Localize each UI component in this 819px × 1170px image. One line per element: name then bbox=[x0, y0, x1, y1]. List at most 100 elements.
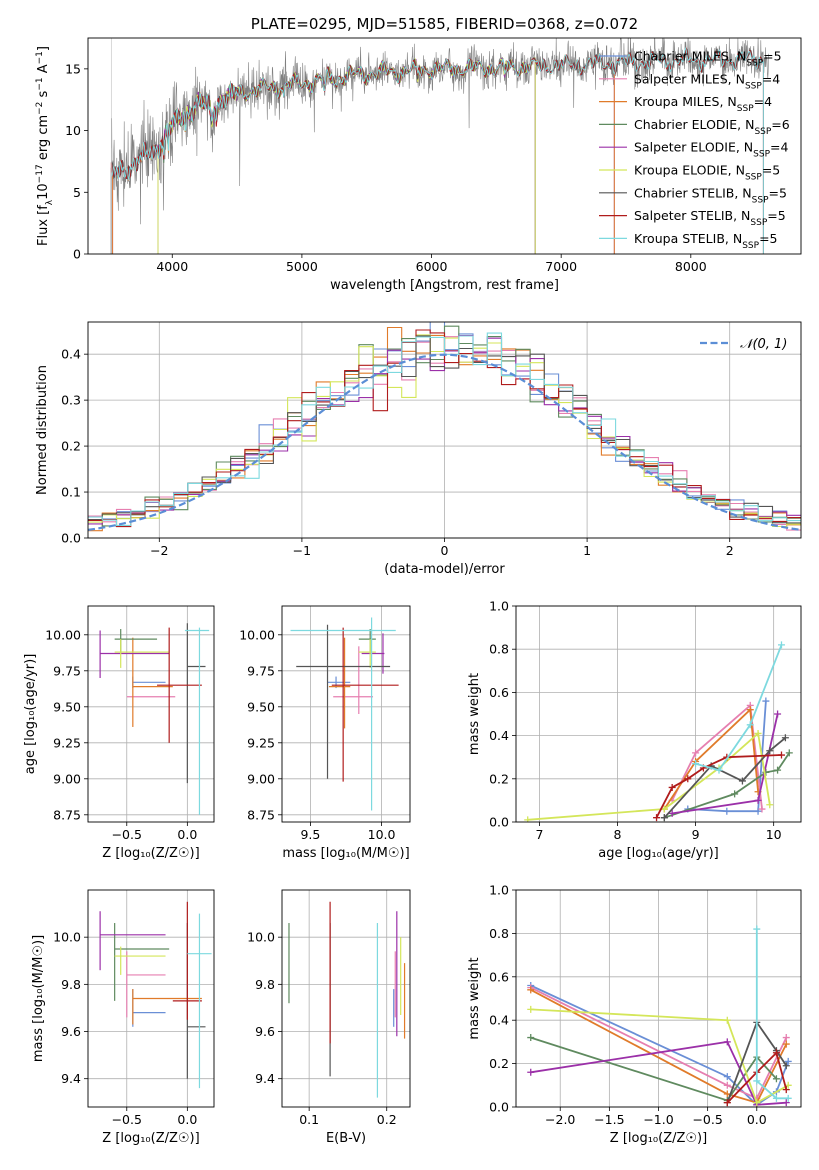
x-tick-label: 4000 bbox=[156, 259, 188, 274]
x-tick-label: 10.0 bbox=[368, 827, 396, 842]
plot-area bbox=[110, 38, 769, 254]
data-point-marker bbox=[777, 641, 785, 649]
legend-sub: SSP bbox=[742, 241, 759, 251]
panel-age-vs-Z: −0.5 0.0 8.75 9.00 9.25 9.50 9.75 10.00 Z [log₁₀… bbox=[23, 605, 215, 861]
panel-spectrum: 4000 5000 6000 7000 8000 0 5 10 15 wavelength [An… bbox=[35, 37, 802, 293]
y-tick-label: 0.4 bbox=[489, 728, 509, 743]
data-point-marker bbox=[653, 814, 661, 822]
y-tick-label: 0.2 bbox=[489, 1056, 509, 1071]
x-tick-label: 9 bbox=[692, 827, 700, 842]
data-point-marker bbox=[766, 801, 774, 809]
data-point-marker bbox=[777, 751, 785, 759]
y-label-part: −1 bbox=[35, 51, 45, 64]
y-tick-label: 10 bbox=[65, 123, 81, 138]
data-point-marker bbox=[723, 1099, 731, 1107]
x-tick-label: −1.0 bbox=[643, 1112, 673, 1127]
plot-area bbox=[88, 322, 801, 532]
data-point-marker bbox=[772, 1094, 780, 1102]
x-tick-label: 0.1 bbox=[299, 1112, 319, 1127]
legend-nssp: =5 bbox=[759, 231, 777, 246]
x-tick-label: 1 bbox=[583, 543, 591, 558]
plot-area bbox=[99, 901, 212, 1089]
legend-name: Kroupa ELODIE, N bbox=[634, 163, 745, 178]
panel-mass-vs-Z: −0.5 0.0 9.4 9.6 9.8 10.0 Z [log₁₀(Z/Z☉)] mass … bbox=[31, 889, 215, 1146]
panel-residuals: −2 −1 0 1 2 0.0 0.1 0.2 0.3 0.4 (data-model)/error… bbox=[35, 321, 802, 577]
axes-frame bbox=[515, 889, 802, 1108]
data-point-marker bbox=[692, 749, 700, 757]
y-tick-label: 9.8 bbox=[255, 977, 275, 992]
residual-histogram-kroupa-stelib bbox=[88, 332, 801, 526]
data-point-marker bbox=[782, 1099, 790, 1107]
y-label-part: erg cm bbox=[36, 115, 51, 164]
x-tick-label: 0.0 bbox=[177, 1112, 197, 1127]
legend-entry: Salpeter MILES, NSSP=4 bbox=[634, 71, 780, 91]
y-tick-label: 9.50 bbox=[247, 699, 275, 714]
y-label-part: s bbox=[36, 90, 51, 101]
y-tick-label: 0.1 bbox=[61, 485, 81, 500]
data-point-marker bbox=[782, 1034, 790, 1042]
panel-age-vs-mass: 9.5 10.0 8.75 9.00 9.25 9.50 9.75 10.00 mass [lo… bbox=[239, 605, 411, 861]
data-point-marker bbox=[782, 1062, 790, 1070]
y-tick-label: 9.25 bbox=[53, 735, 81, 750]
data-point-marker bbox=[746, 721, 754, 729]
x-tick-label: 2 bbox=[726, 543, 734, 558]
y-tick-label: 0.6 bbox=[489, 685, 509, 700]
x-axis-label: Z [log₁₀(Z/Z☉)] bbox=[102, 846, 199, 861]
legend-entry: Chabrier MILES, NSSP=5 bbox=[634, 49, 782, 69]
data-point-marker bbox=[692, 760, 700, 768]
x-tick-label: 8000 bbox=[675, 259, 707, 274]
legend-sub: SSP bbox=[752, 195, 769, 205]
legend-entry: 𝒩(0, 1) bbox=[740, 337, 787, 352]
data-point-marker bbox=[772, 1049, 780, 1057]
y-tick-label: 0 bbox=[73, 247, 81, 262]
y-label-part: 10 bbox=[36, 183, 51, 200]
weight-line-chabrier-elodie bbox=[530, 1036, 778, 1102]
x-tick-label: −1.5 bbox=[594, 1112, 624, 1127]
data-point-marker bbox=[746, 706, 754, 714]
legend-nssp: =5 bbox=[769, 185, 787, 200]
axes-frame bbox=[87, 321, 802, 539]
weight-line-salpeter-miles bbox=[671, 703, 763, 810]
data-point-marker bbox=[527, 1068, 535, 1076]
weight-line-chabrier-stelib bbox=[726, 1020, 788, 1104]
data-point-marker bbox=[762, 697, 770, 705]
y-axis-label: mass weight bbox=[467, 673, 482, 755]
data-point-marker bbox=[738, 777, 746, 785]
legend-nssp: =5 bbox=[762, 163, 780, 178]
y-tick-label: 9.6 bbox=[61, 1024, 81, 1039]
data-point-marker bbox=[527, 1005, 535, 1013]
y-tick-label: 9.8 bbox=[61, 977, 81, 992]
weight-line-salpeter-stelib bbox=[726, 1051, 788, 1104]
y-tick-label: 9.00 bbox=[53, 771, 81, 786]
x-tick-label: 7 bbox=[535, 827, 543, 842]
data-point-marker bbox=[784, 1094, 792, 1102]
y-label-part: −1 bbox=[35, 77, 45, 90]
y-tick-label: 10.0 bbox=[53, 930, 81, 945]
y-tick-label: 9.75 bbox=[53, 663, 81, 678]
legend-nssp: =5 bbox=[767, 208, 785, 223]
legend-entry: Salpeter STELIB, NSSP=5 bbox=[634, 208, 786, 228]
y-tick-label: 0.4 bbox=[489, 1013, 509, 1028]
legend-nssp: =4 bbox=[762, 71, 780, 86]
x-axis-label: Z [log₁₀(Z/Z☉)] bbox=[102, 1131, 199, 1146]
legend-name: Salpeter ELODIE, N bbox=[634, 140, 753, 155]
y-label-part: λ bbox=[45, 199, 55, 205]
y-tick-label: 0.0 bbox=[489, 1100, 509, 1115]
data-point-marker bbox=[660, 805, 668, 813]
x-axis-label: age [log₁₀(age/yr)] bbox=[598, 846, 719, 861]
x-tick-label: 6000 bbox=[416, 259, 448, 274]
data-point-marker bbox=[758, 805, 766, 813]
observed-spectrum bbox=[111, 38, 769, 225]
data-point-marker bbox=[784, 1057, 792, 1065]
y-label-part: −2 bbox=[35, 102, 45, 115]
x-tick-label: 8 bbox=[614, 827, 622, 842]
data-point-marker bbox=[753, 925, 761, 933]
y-axis-label: age [log₁₀(age/yr)] bbox=[23, 654, 38, 775]
x-axis-label: Z [log₁₀(Z/Z☉)] bbox=[610, 1131, 707, 1146]
panel-mass-vs-ebv: 0.1 0.2 9.4 9.6 9.8 10.0 E(B-V) bbox=[247, 889, 411, 1146]
gaussian-curve bbox=[88, 353, 801, 531]
data-point-marker bbox=[723, 1016, 731, 1024]
x-tick-label: −2 bbox=[150, 543, 168, 558]
data-point-marker bbox=[731, 790, 739, 798]
